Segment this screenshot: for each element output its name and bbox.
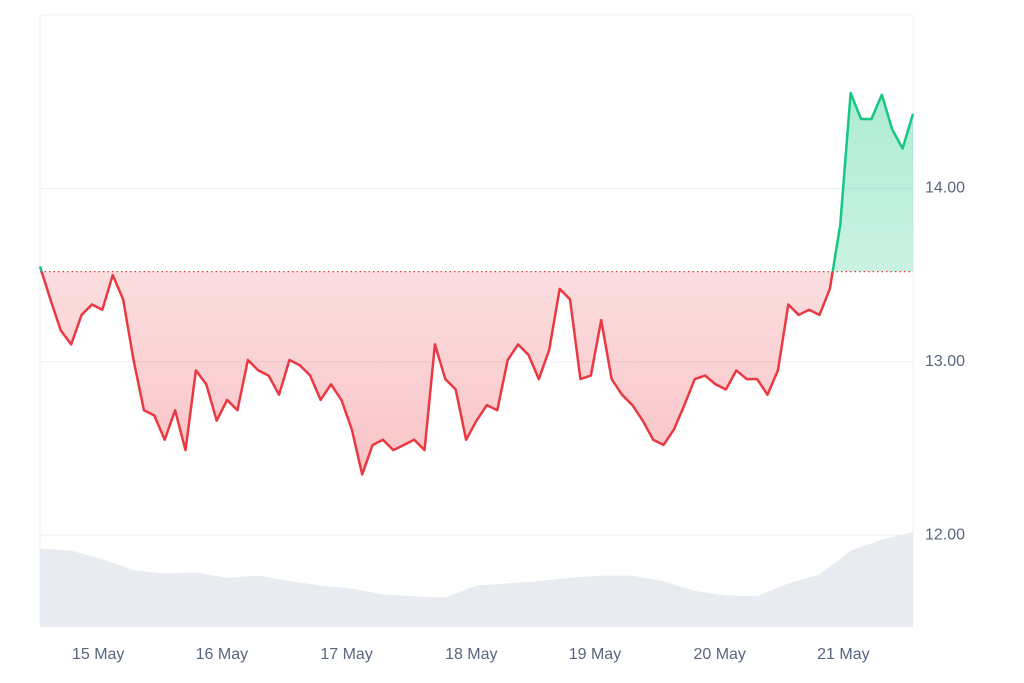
x-tick-label: 16 May	[196, 646, 248, 663]
x-tick-label: 19 May	[569, 646, 621, 663]
volume-area	[40, 532, 913, 627]
x-tick-label: 15 May	[72, 646, 124, 663]
x-tick-label: 18 May	[445, 646, 497, 663]
y-tick-label: 13.00	[925, 353, 965, 370]
x-tick-label: 20 May	[693, 646, 745, 663]
y-tick-label: 12.00	[925, 526, 965, 543]
x-tick-label: 21 May	[817, 646, 869, 663]
area-down	[41, 271, 833, 475]
y-tick-label: 14.00	[925, 180, 965, 197]
x-tick-label: 17 May	[320, 646, 372, 663]
price-line-down	[40, 271, 834, 476]
